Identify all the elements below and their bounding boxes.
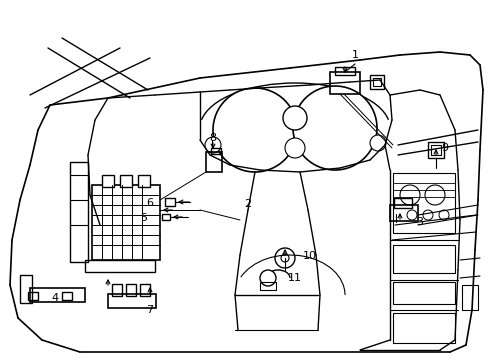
Bar: [369, 75, 383, 89]
Bar: [108, 294, 156, 308]
Text: 9: 9: [441, 143, 447, 153]
Text: 6: 6: [146, 198, 153, 208]
Bar: [372, 78, 380, 86]
Bar: [112, 284, 122, 296]
Bar: [126, 284, 136, 296]
Bar: [28, 292, 38, 300]
Bar: [430, 145, 440, 155]
Bar: [164, 198, 175, 206]
Text: 3: 3: [416, 217, 423, 227]
Circle shape: [438, 210, 448, 220]
Text: 10: 10: [303, 251, 316, 261]
Circle shape: [283, 106, 306, 130]
Circle shape: [260, 270, 275, 286]
Bar: [461, 285, 477, 310]
Text: 1: 1: [351, 50, 358, 60]
Bar: [392, 173, 454, 233]
Bar: [138, 175, 150, 187]
Text: 7: 7: [146, 305, 153, 315]
Circle shape: [204, 137, 221, 153]
Bar: [389, 205, 417, 221]
Bar: [392, 313, 454, 343]
Circle shape: [422, 210, 432, 220]
Circle shape: [285, 138, 305, 158]
Bar: [162, 214, 170, 220]
Bar: [92, 185, 160, 260]
Bar: [120, 175, 132, 187]
Text: 5: 5: [140, 213, 147, 223]
Bar: [102, 175, 114, 187]
Bar: [210, 148, 221, 154]
Bar: [205, 152, 222, 172]
Circle shape: [369, 135, 385, 151]
Bar: [329, 72, 359, 94]
Circle shape: [424, 185, 444, 205]
Bar: [20, 275, 32, 303]
Circle shape: [274, 248, 294, 268]
Bar: [427, 142, 443, 158]
Text: 11: 11: [287, 273, 302, 283]
Bar: [30, 288, 85, 302]
Bar: [62, 292, 72, 300]
Text: 4: 4: [51, 293, 59, 303]
Circle shape: [406, 210, 416, 220]
Bar: [392, 245, 454, 273]
Bar: [85, 260, 155, 272]
Bar: [260, 282, 275, 290]
Bar: [70, 162, 88, 262]
Circle shape: [213, 88, 296, 172]
Text: 2: 2: [244, 199, 251, 209]
Bar: [392, 282, 454, 304]
Bar: [140, 284, 150, 296]
Bar: [334, 67, 354, 75]
Bar: [393, 198, 411, 208]
Circle shape: [292, 86, 376, 170]
Circle shape: [281, 254, 288, 262]
Circle shape: [399, 185, 419, 205]
Text: 8: 8: [209, 133, 216, 143]
